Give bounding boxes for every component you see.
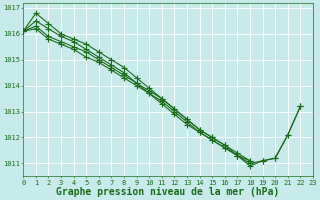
X-axis label: Graphe pression niveau de la mer (hPa): Graphe pression niveau de la mer (hPa) xyxy=(57,187,280,197)
